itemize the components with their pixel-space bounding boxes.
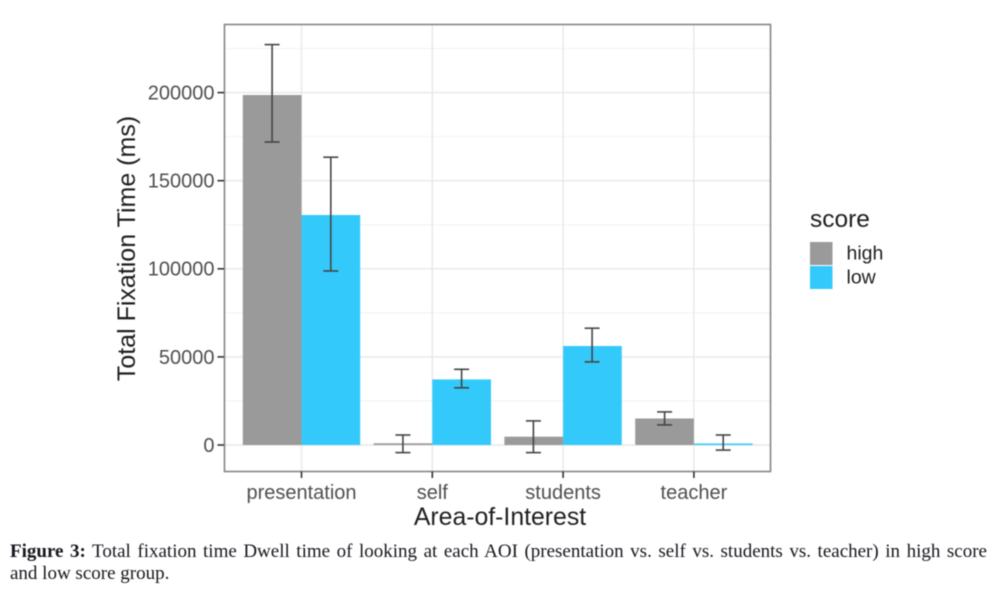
svg-text:0: 0	[203, 435, 214, 457]
svg-text:Area-of-Interest: Area-of-Interest	[414, 504, 586, 531]
svg-text:100000: 100000	[148, 259, 215, 281]
svg-text:Total Fixation Time (ms): Total Fixation Time (ms)	[113, 116, 141, 381]
svg-text:teacher: teacher	[661, 482, 728, 504]
svg-text:200000: 200000	[148, 83, 215, 105]
svg-text:high: high	[847, 243, 884, 265]
svg-text:low: low	[847, 267, 877, 289]
svg-text:presentation: presentation	[246, 482, 356, 504]
svg-text:150000: 150000	[148, 171, 215, 193]
svg-text:students: students	[525, 482, 601, 504]
svg-text:50000: 50000	[159, 347, 215, 369]
svg-text:self: self	[417, 482, 449, 504]
svg-text:score: score	[810, 206, 870, 233]
